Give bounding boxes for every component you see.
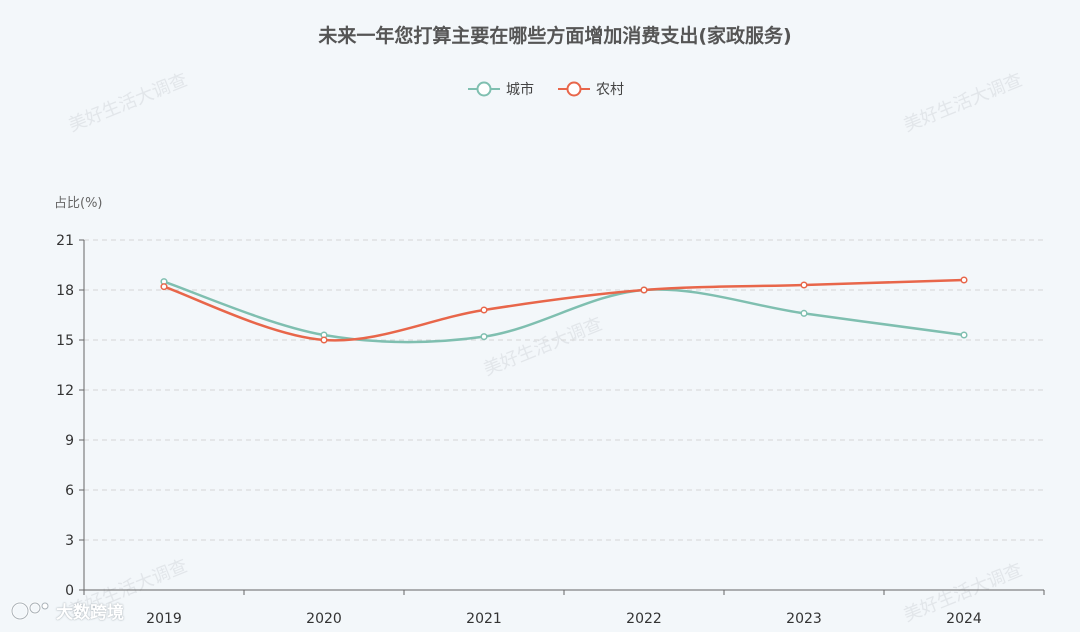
y-tick-label-6: 18 — [56, 283, 74, 299]
x-tick-label-4: 2023 — [786, 611, 822, 627]
x-tick-label-0: 2019 — [146, 611, 182, 627]
legend-swatch-circle-1 — [566, 81, 582, 97]
data-point-0-5[interactable] — [960, 331, 968, 339]
legend-label-1: 农村 — [596, 82, 624, 98]
legend: 城市 农村 — [468, 81, 624, 98]
y-tick-label-2: 6 — [65, 483, 74, 499]
series-line-0 — [163, 280, 965, 344]
data-point-1-1[interactable] — [320, 336, 328, 344]
x-tick-label-1: 2020 — [306, 611, 342, 627]
axes — [79, 239, 1045, 595]
y-tick-label-1: 3 — [65, 533, 74, 549]
series-1 — [160, 276, 968, 344]
x-tick-label-2: 2021 — [466, 611, 502, 627]
source-text: 大数跨境 — [56, 603, 124, 623]
chart-title: 未来一年您打算主要在哪些方面增加消费支出(家政服务) — [317, 24, 791, 47]
y-tick-label-4: 12 — [56, 383, 74, 399]
source-logo-icon — [10, 601, 49, 620]
y-tick-label-5: 15 — [56, 333, 74, 349]
x-tick-label-5: 2024 — [946, 611, 982, 627]
data-point-1-0[interactable] — [160, 283, 168, 291]
y-tick-label-3: 9 — [65, 433, 74, 449]
watermark-2: 美好生活大调查 — [481, 314, 606, 381]
watermark-0: 美好生活大调查 — [66, 70, 191, 137]
legend-item-0[interactable]: 城市 — [468, 81, 534, 98]
data-point-1-3[interactable] — [640, 286, 648, 294]
series-lines — [160, 276, 968, 344]
grid — [84, 239, 1044, 541]
data-point-1-4[interactable] — [800, 281, 808, 289]
legend-label-0: 城市 — [506, 81, 534, 98]
data-point-0-4[interactable] — [800, 309, 808, 317]
y-tick-label-7: 21 — [56, 233, 74, 249]
watermark-1: 美好生活大调查 — [901, 70, 1026, 137]
legend-swatch-circle-0 — [476, 81, 492, 97]
tick-labels: 0 3 6 9 12 15 18 21 2019 2020 2021 2022 2023 2024 — [56, 233, 982, 627]
data-point-1-2[interactable] — [480, 306, 488, 314]
data-point-0-2[interactable] — [480, 333, 488, 341]
source-logo: 大数跨境 — [8, 598, 124, 623]
y-tick-label-0: 0 — [65, 583, 74, 599]
data-point-1-5[interactable] — [960, 276, 968, 284]
series-line-1 — [163, 278, 965, 342]
y-axis-label: 占比(%) — [54, 196, 103, 211]
x-tick-label-3: 2022 — [626, 611, 662, 627]
legend-item-1[interactable]: 农村 — [558, 81, 624, 98]
